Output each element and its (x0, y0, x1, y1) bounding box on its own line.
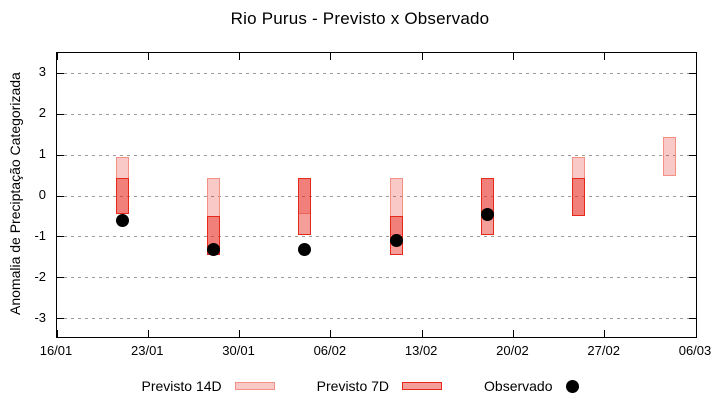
observed-dot (206, 242, 220, 256)
forecast-7d-box (115, 177, 129, 215)
y-tick-mark (57, 195, 64, 197)
x-tick-mark (56, 53, 58, 60)
x-tick-mark (330, 330, 332, 337)
x-tick-mark (147, 53, 149, 60)
x-tick-label: 20/02 (496, 343, 529, 358)
y-tick-label: 0 (38, 187, 46, 203)
gridline (57, 236, 696, 238)
x-tick-label: 06/03 (678, 343, 712, 358)
x-tick-mark (330, 53, 332, 60)
x-tick-mark (604, 330, 606, 337)
y-tick-mark (689, 113, 696, 115)
legend-dot-observado (565, 379, 579, 393)
legend-label-previsto-7d: Previsto 7D (316, 378, 390, 394)
forecast-7d-box (572, 177, 586, 217)
y-tick-label: -2 (34, 268, 46, 284)
gridline (57, 195, 696, 197)
y-tick-label: 3 (38, 64, 46, 80)
legend-label-observado: Observado (484, 378, 553, 394)
x-tick-mark (421, 53, 423, 60)
observed-dot (298, 242, 312, 256)
gridline (57, 113, 696, 115)
y-tick-mark (689, 72, 696, 74)
gridline (57, 72, 696, 74)
x-tick-label: 13/02 (404, 343, 438, 358)
x-tick-mark (239, 330, 241, 337)
x-tick-label: 16/01 (39, 343, 73, 358)
legend-label-previsto-14d: Previsto 14D (141, 378, 222, 394)
y-tick-mark (57, 236, 64, 238)
y-tick-mark (689, 236, 696, 238)
y-tick-mark (57, 72, 64, 74)
y-tick-mark (689, 195, 696, 197)
x-tick-label: 23/01 (131, 343, 164, 358)
y-tick-mark (57, 154, 64, 156)
observed-dot (115, 214, 129, 228)
forecast-14d-box (389, 177, 403, 235)
x-tick-mark (147, 330, 149, 337)
gridline (57, 318, 696, 320)
observed-dot (389, 234, 403, 248)
gridline (57, 277, 696, 279)
legend-swatch-previsto-14d (234, 382, 275, 390)
forecast-14d-box (663, 136, 677, 176)
legend-item-observado: Observado (484, 378, 579, 394)
observed-dot (480, 207, 494, 221)
x-tick-mark (512, 330, 514, 337)
legend: Previsto 14D Previsto 7D Observado (0, 378, 720, 394)
legend-swatch-previsto-7d (402, 382, 443, 390)
y-tick-label: 1 (38, 146, 46, 162)
chart-title: Rio Purus - Previsto x Observado (230, 9, 490, 28)
legend-item-previsto-14d: Previsto 14D (142, 378, 275, 394)
y-tick-mark (57, 318, 64, 320)
x-tick-mark (695, 53, 697, 60)
legend-item-previsto-7d: Previsto 7D (316, 378, 443, 394)
y-tick-mark (689, 318, 696, 320)
x-tick-mark (695, 330, 697, 337)
y-tick-mark (689, 154, 696, 156)
x-tick-mark (512, 53, 514, 60)
forecast-7d-box (298, 177, 312, 235)
x-tick-label: 27/02 (587, 343, 620, 358)
y-tick-label: -1 (34, 227, 46, 243)
gridline (57, 154, 696, 156)
y-tick-label: 2 (38, 105, 46, 121)
x-tick-mark (604, 53, 606, 60)
y-tick-mark (57, 113, 64, 115)
plot-area (56, 52, 697, 338)
forecast-7d-box (480, 177, 494, 235)
y-tick-mark (689, 277, 696, 279)
x-tick-mark (56, 330, 58, 337)
y-tick-label: -3 (34, 309, 46, 325)
y-tick-mark (57, 277, 64, 279)
x-tick-mark (421, 330, 423, 337)
x-tick-label: 06/02 (313, 343, 347, 358)
x-tick-mark (239, 53, 241, 60)
x-tick-label: 30/01 (222, 343, 255, 358)
